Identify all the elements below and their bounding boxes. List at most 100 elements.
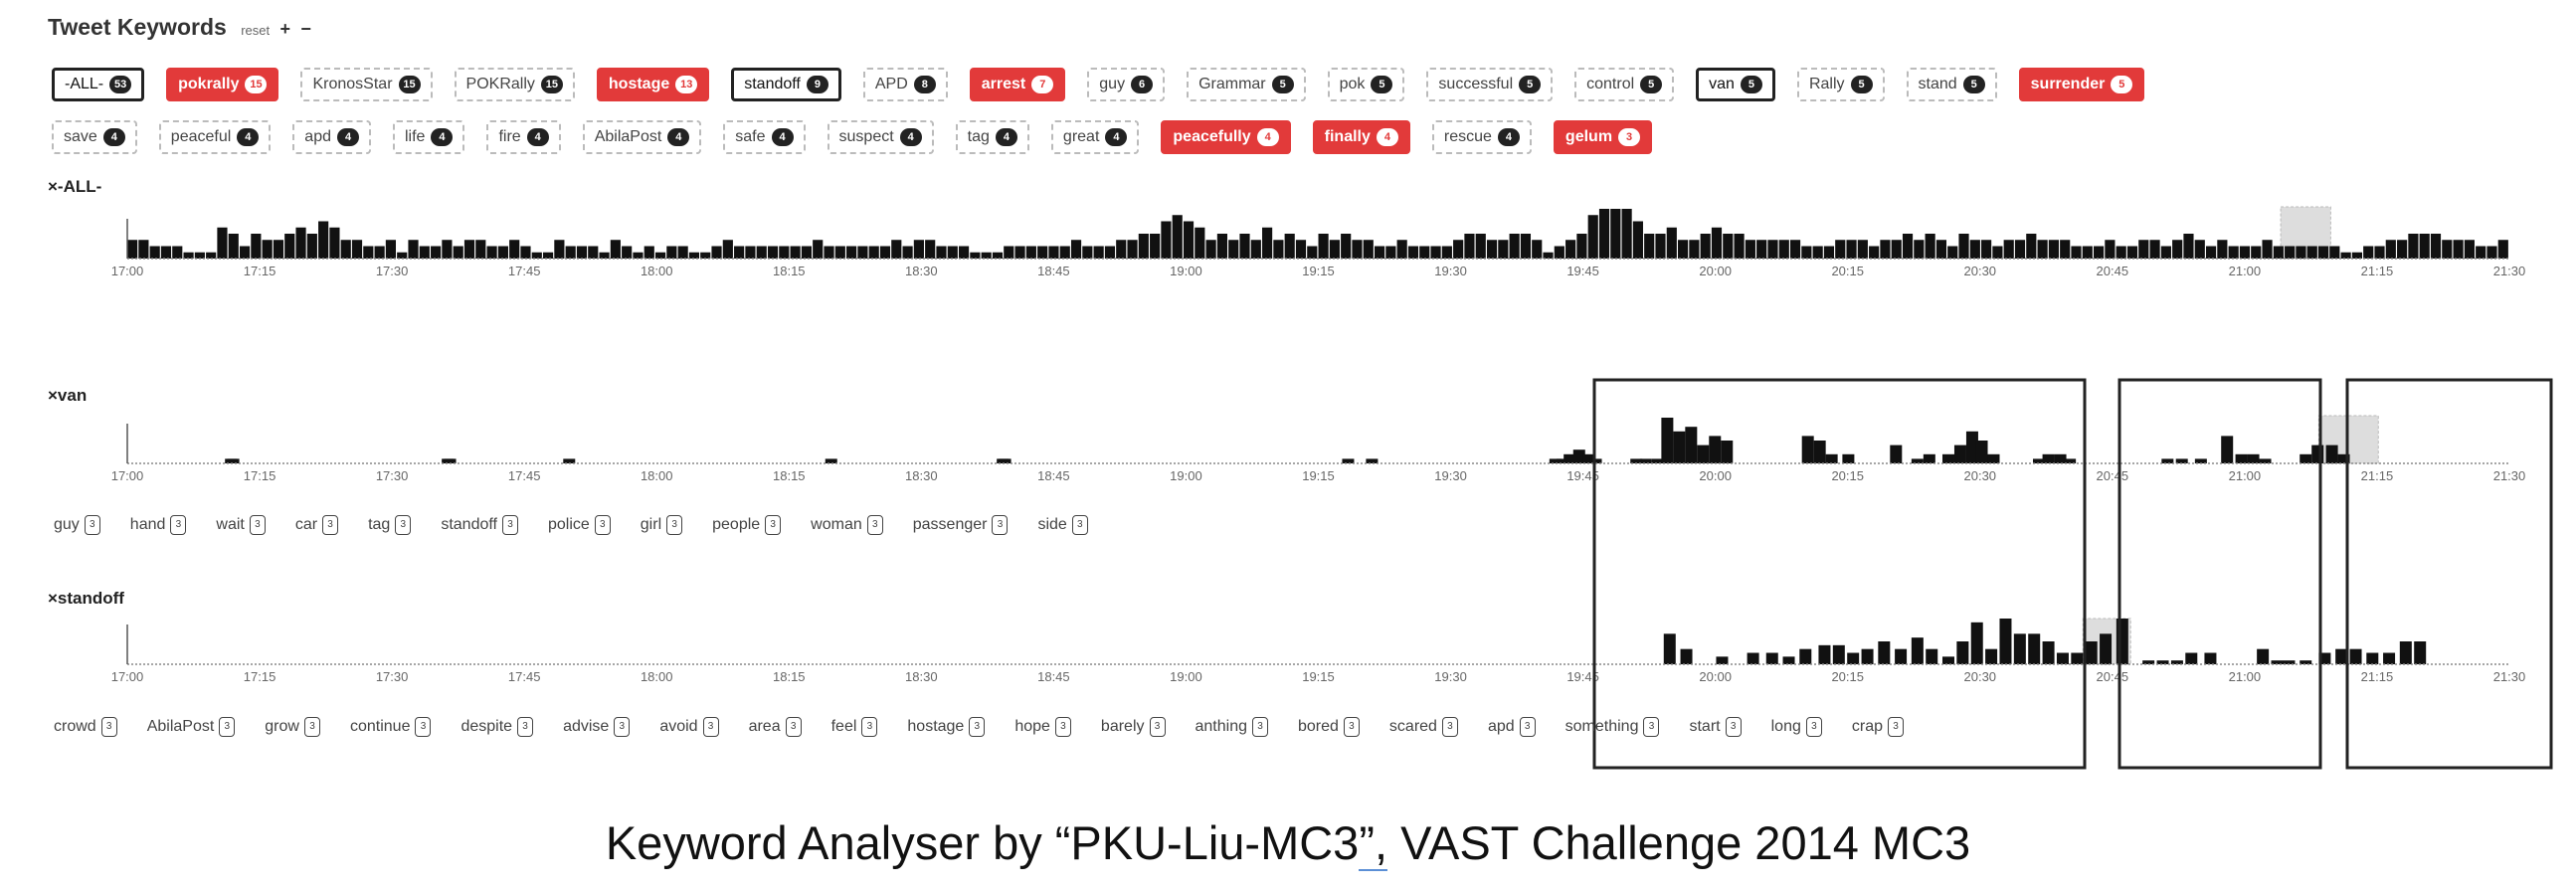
keyword-chip[interactable]: suspect 4 bbox=[827, 120, 934, 154]
all-bar bbox=[644, 246, 654, 259]
related-keyword[interactable]: long 3 bbox=[1771, 717, 1822, 737]
standoff-bar bbox=[2170, 660, 2183, 664]
standoff-tick-label: 17:45 bbox=[508, 669, 541, 684]
keyword-count-badge: 5 bbox=[1850, 76, 1873, 93]
keyword-count-badge: 5 bbox=[1371, 76, 1393, 93]
related-keyword[interactable]: hostage 3 bbox=[907, 717, 986, 737]
all-bar bbox=[2094, 246, 2105, 259]
standoff-bar bbox=[2013, 633, 2026, 664]
keyword-chip[interactable]: KronosStar 15 bbox=[300, 68, 433, 101]
keyword-chip[interactable]: save 4 bbox=[52, 120, 137, 154]
add-keyword-button[interactable]: + bbox=[279, 19, 290, 39]
keyword-chip[interactable]: peaceful 4 bbox=[158, 120, 272, 154]
keyword-chip[interactable]: APD 8 bbox=[862, 68, 948, 101]
related-keyword[interactable]: continue 3 bbox=[350, 717, 432, 737]
related-keyword[interactable]: grow 3 bbox=[265, 717, 320, 737]
standoff-panel-label[interactable]: ×standoff bbox=[48, 589, 124, 608]
related-keyword[interactable]: start 3 bbox=[1689, 717, 1742, 737]
all-bar bbox=[622, 246, 633, 259]
keyword-chip[interactable]: surrender 5 bbox=[2018, 68, 2145, 101]
related-keyword[interactable]: car 3 bbox=[294, 515, 339, 535]
keyword-chip[interactable]: control 5 bbox=[1574, 68, 1675, 101]
related-keyword-count: 3 bbox=[100, 717, 117, 737]
keyword-chip[interactable]: Grammar 5 bbox=[1187, 68, 1306, 101]
keyword-chip[interactable]: tag 4 bbox=[955, 120, 1029, 154]
keyword-chip[interactable]: AbilaPost 4 bbox=[582, 120, 702, 154]
related-keyword[interactable]: area 3 bbox=[749, 717, 802, 737]
related-keyword[interactable]: tag 3 bbox=[368, 515, 412, 535]
keyword-chip[interactable]: fire 4 bbox=[486, 120, 561, 154]
keyword-chip[interactable]: life 4 bbox=[393, 120, 465, 154]
keyword-chip[interactable]: standoff 9 bbox=[731, 68, 841, 101]
related-keyword[interactable]: hand 3 bbox=[130, 515, 187, 535]
related-keyword-label: guy bbox=[54, 516, 80, 533]
related-keyword-count: 3 bbox=[1054, 717, 1071, 737]
keyword-chip[interactable]: safe 4 bbox=[723, 120, 806, 154]
related-keyword[interactable]: something 3 bbox=[1565, 717, 1660, 737]
all-bar bbox=[1902, 234, 1914, 259]
keyword-chip[interactable]: successful 5 bbox=[1426, 68, 1554, 101]
all-bar bbox=[497, 246, 508, 259]
all-bar bbox=[1407, 246, 1419, 259]
related-keyword[interactable]: guy 3 bbox=[54, 515, 100, 535]
related-keyword[interactable]: AbilaPost 3 bbox=[147, 717, 236, 737]
related-keyword[interactable]: hope 3 bbox=[1014, 717, 1071, 737]
related-keyword[interactable]: people 3 bbox=[712, 515, 782, 535]
all-bar bbox=[1195, 227, 1205, 259]
remove-keyword-button[interactable]: − bbox=[300, 19, 311, 39]
all-panel-label[interactable]: ×-ALL- bbox=[48, 177, 102, 196]
related-keyword[interactable]: anthing 3 bbox=[1196, 717, 1268, 737]
related-keyword-label: car bbox=[294, 516, 318, 533]
all-bar bbox=[486, 246, 497, 259]
keyword-chip-label: fire bbox=[498, 128, 521, 145]
all-tick-label: 20:30 bbox=[1964, 264, 1997, 278]
keyword-chip[interactable]: apd 4 bbox=[292, 120, 371, 154]
related-keyword[interactable]: bored 3 bbox=[1298, 717, 1360, 737]
related-keyword[interactable]: girl 3 bbox=[641, 515, 683, 535]
keyword-chip[interactable]: -ALL- 53 bbox=[52, 68, 145, 101]
related-keyword[interactable]: passenger 3 bbox=[913, 515, 1009, 535]
related-keyword[interactable]: feel 3 bbox=[831, 717, 878, 737]
related-keyword[interactable]: scared 3 bbox=[1389, 717, 1458, 737]
van-panel-label[interactable]: ×van bbox=[48, 386, 88, 405]
keyword-chip[interactable]: Rally 5 bbox=[1796, 68, 1885, 101]
related-keyword[interactable]: wait 3 bbox=[216, 515, 266, 535]
keyword-chip[interactable]: arrest 7 bbox=[969, 68, 1066, 101]
keyword-chip[interactable]: rescue 4 bbox=[1431, 120, 1532, 154]
keyword-chip[interactable]: pok 5 bbox=[1327, 68, 1405, 101]
standoff-tick-label: 19:15 bbox=[1302, 669, 1335, 684]
keyword-chip[interactable]: finally 4 bbox=[1312, 120, 1410, 154]
all-bar bbox=[2442, 240, 2453, 259]
all-bar bbox=[431, 246, 442, 259]
keyword-chip[interactable]: POKRally 15 bbox=[454, 68, 575, 101]
related-keyword[interactable]: police 3 bbox=[548, 515, 611, 535]
keyword-chip[interactable]: great 4 bbox=[1050, 120, 1140, 154]
all-bar bbox=[463, 240, 475, 259]
keyword-chip[interactable]: peacefully 4 bbox=[1161, 120, 1291, 154]
related-keyword[interactable]: woman 3 bbox=[811, 515, 883, 535]
related-keyword[interactable]: avoid 3 bbox=[659, 717, 719, 737]
van-tick-label: 21:30 bbox=[2493, 468, 2526, 483]
keyword-chip[interactable]: van 5 bbox=[1696, 68, 1775, 101]
all-bar bbox=[1318, 234, 1329, 259]
related-keyword[interactable]: standoff 3 bbox=[441, 515, 518, 535]
keyword-chip[interactable]: stand 5 bbox=[1906, 68, 1997, 101]
related-keyword[interactable]: crap 3 bbox=[1852, 717, 1904, 737]
reset-link[interactable]: reset bbox=[241, 23, 271, 38]
related-keyword[interactable]: barely 3 bbox=[1101, 717, 1166, 737]
related-keyword-count: 3 bbox=[1519, 717, 1536, 737]
related-keyword[interactable]: side 3 bbox=[1037, 515, 1088, 535]
keyword-chip[interactable]: guy 6 bbox=[1087, 68, 1166, 101]
all-bar bbox=[194, 252, 205, 259]
all-bar bbox=[183, 252, 194, 259]
all-bar bbox=[1958, 234, 1969, 259]
all-bar bbox=[1587, 215, 1598, 259]
keyword-chip[interactable]: pokrally 15 bbox=[166, 68, 279, 101]
related-keyword[interactable]: advise 3 bbox=[563, 717, 631, 737]
related-keyword[interactable]: crowd 3 bbox=[54, 717, 117, 737]
related-keyword[interactable]: apd 3 bbox=[1488, 717, 1536, 737]
keyword-chip[interactable]: gelum 3 bbox=[1553, 120, 1653, 154]
related-keyword-label: despite bbox=[460, 718, 513, 735]
related-keyword[interactable]: despite 3 bbox=[460, 717, 534, 737]
keyword-chip[interactable]: hostage 13 bbox=[596, 68, 710, 101]
